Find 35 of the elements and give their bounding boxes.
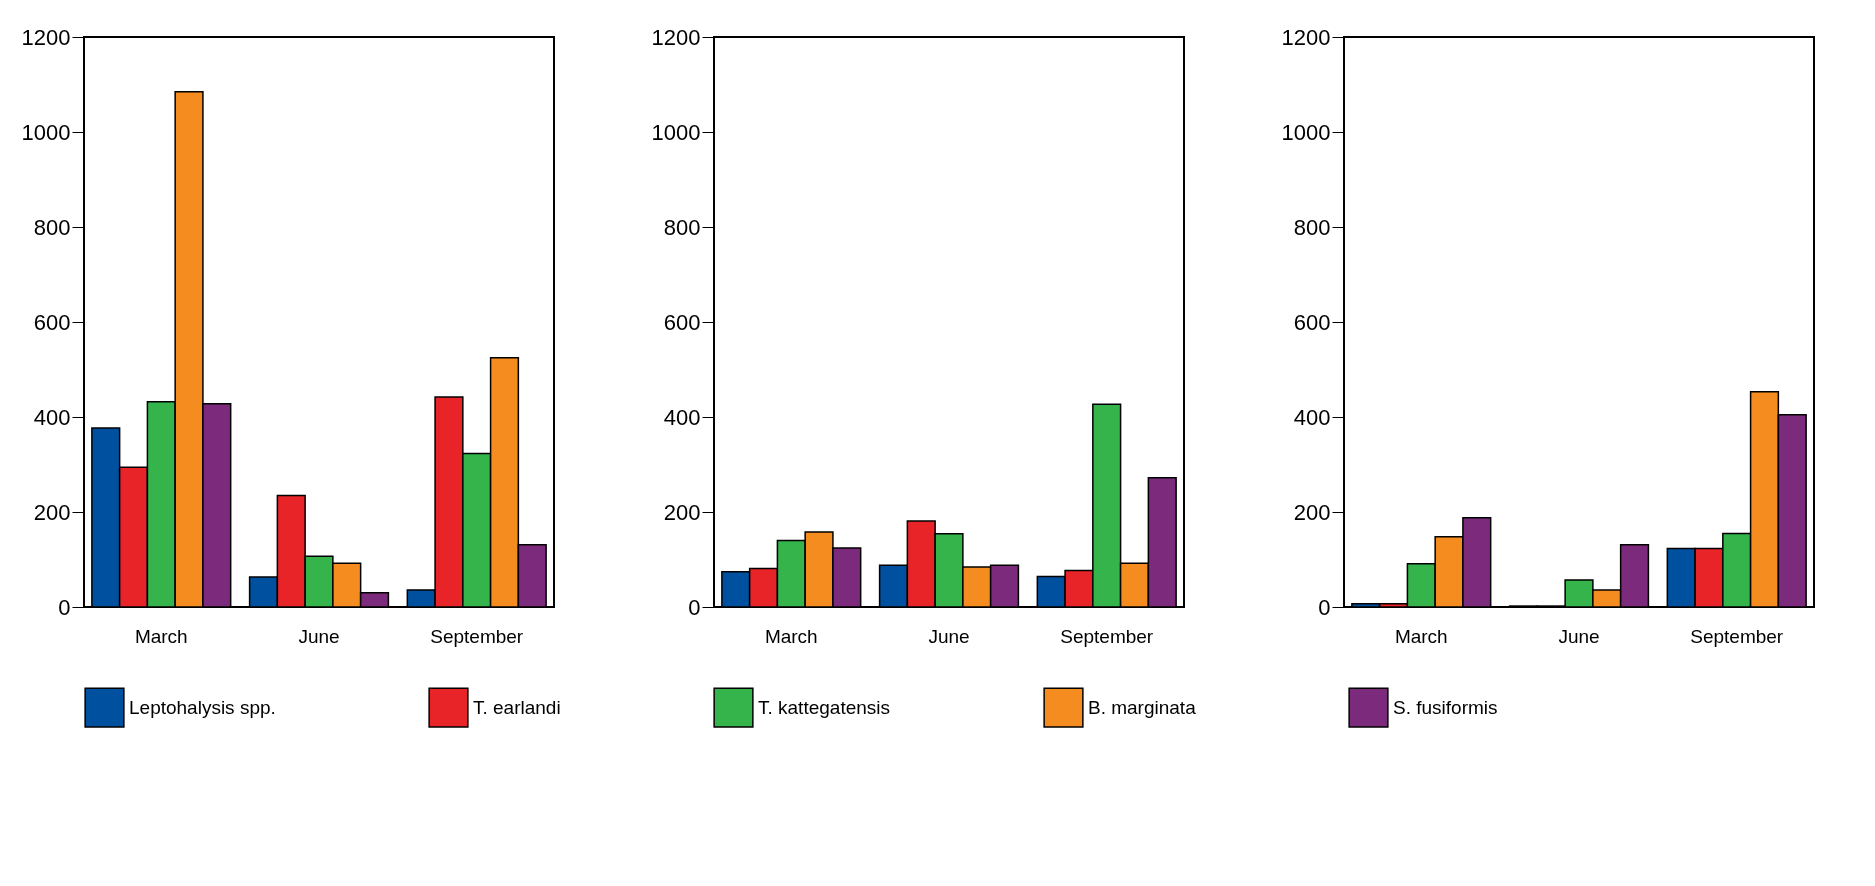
y-tick-label: 800 xyxy=(1293,214,1331,240)
x-tick-label: March xyxy=(134,625,188,647)
y-tick-label: 1200 xyxy=(651,24,701,50)
y-tick-label: 0 xyxy=(1318,594,1331,620)
y-tick-label: 200 xyxy=(1293,499,1331,525)
y-tick-label: 0 xyxy=(688,594,701,620)
legend-label: S. fusiformis xyxy=(1393,696,1498,718)
y-tick-label: 1000 xyxy=(651,119,701,145)
x-tick-label: June xyxy=(298,625,340,647)
y-tick-label: 1200 xyxy=(1281,24,1331,50)
legend-label: Leptohalysis spp. xyxy=(129,696,276,718)
y-tick-label: 0 xyxy=(58,594,71,620)
legend-label: B. marginata xyxy=(1088,696,1197,718)
y-tick-label: 1000 xyxy=(1281,119,1331,145)
x-tick-label: September xyxy=(430,625,524,647)
y-tick-label: 600 xyxy=(1293,309,1331,335)
y-tick-label: 400 xyxy=(663,404,701,430)
x-tick-label: June xyxy=(1558,625,1600,647)
y-tick-label: 800 xyxy=(663,214,701,240)
legend-label: T. earlandi xyxy=(473,696,561,718)
x-tick-label: September xyxy=(1060,625,1154,647)
y-tick-label: 400 xyxy=(33,404,71,430)
y-tick-label: 600 xyxy=(663,309,701,335)
y-tick-label: 200 xyxy=(663,499,701,525)
legend-label: T. kattegatensis xyxy=(758,696,891,718)
x-tick-label: March xyxy=(764,625,818,647)
y-tick-label: 400 xyxy=(1293,404,1331,430)
y-tick-label: 800 xyxy=(33,214,71,240)
x-tick-label: September xyxy=(1690,625,1784,647)
y-tick-label: 1000 xyxy=(21,119,71,145)
y-tick-label: 200 xyxy=(33,499,71,525)
y-tick-label: 600 xyxy=(33,309,71,335)
y-tick-label: 1200 xyxy=(21,24,71,50)
x-tick-label: June xyxy=(928,625,970,647)
x-tick-label: March xyxy=(1394,625,1448,647)
